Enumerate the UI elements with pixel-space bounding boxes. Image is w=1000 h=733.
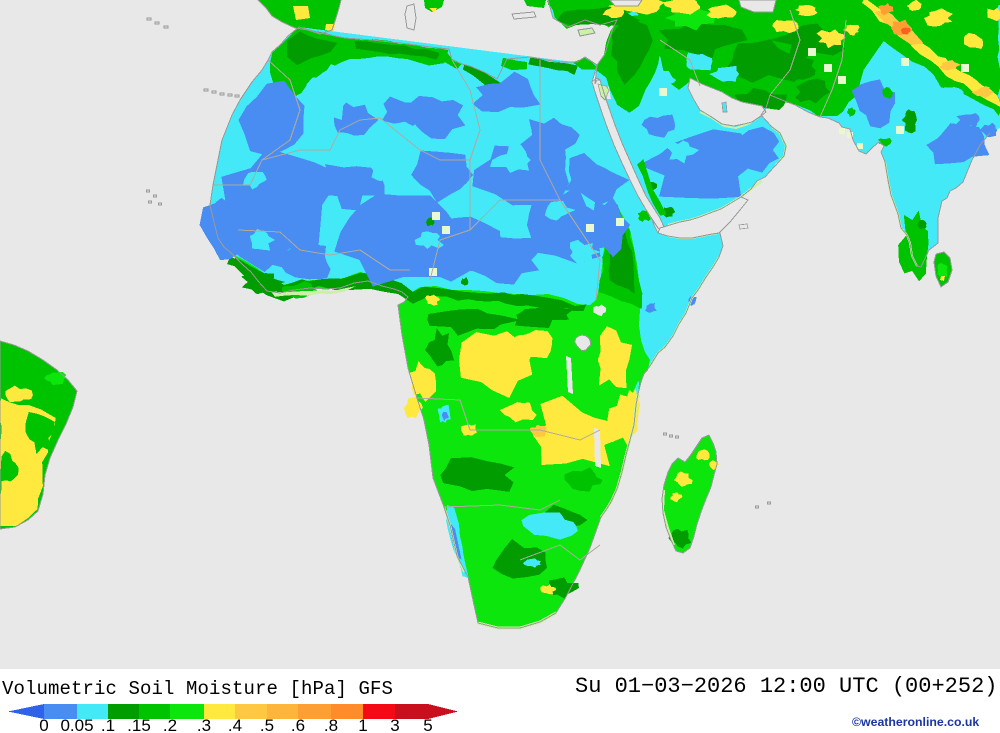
svg-text:.6: .6 bbox=[291, 716, 305, 733]
svg-text:3: 3 bbox=[390, 716, 399, 733]
svg-text:5: 5 bbox=[423, 716, 432, 733]
svg-text:1: 1 bbox=[358, 716, 367, 733]
svg-text:.5: .5 bbox=[260, 716, 274, 733]
svg-text:.3: .3 bbox=[197, 716, 211, 733]
svg-text:.2: .2 bbox=[163, 716, 177, 733]
svg-text:.15: .15 bbox=[127, 716, 151, 733]
svg-text:.1: .1 bbox=[101, 716, 115, 733]
svg-text:0.05: 0.05 bbox=[60, 716, 93, 733]
svg-text:.4: .4 bbox=[228, 716, 242, 733]
svg-text:.8: .8 bbox=[324, 716, 338, 733]
svg-text:0: 0 bbox=[39, 716, 48, 733]
